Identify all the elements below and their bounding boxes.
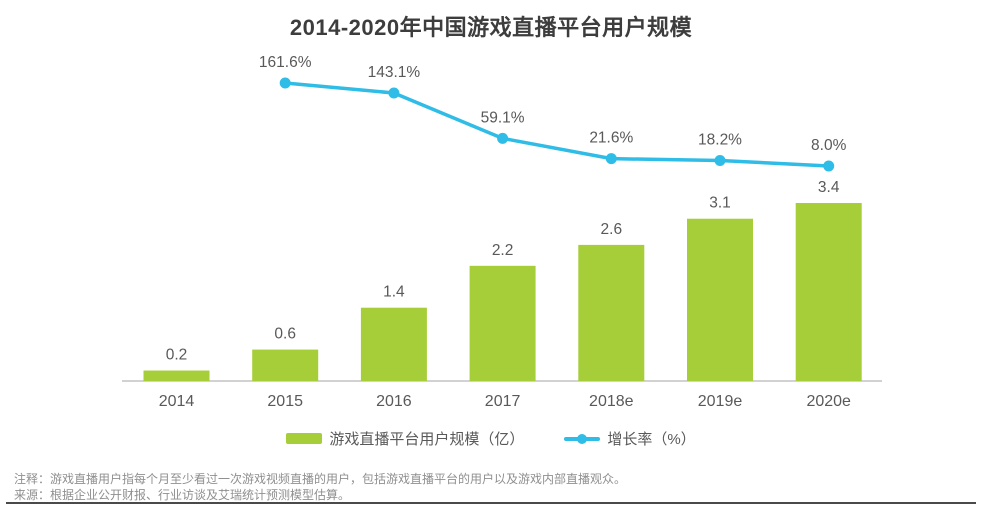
growth-label-2016: 143.1%: [368, 64, 421, 81]
growth-point-2017: [497, 132, 509, 144]
bar-2019e: [687, 218, 753, 381]
line-marker-dot: [577, 433, 588, 444]
x-axis-label-2015: 2015: [267, 393, 303, 410]
legend-label-users: 游戏直播平台用户规模（亿）: [329, 431, 525, 448]
legend-label-growth: 增长率（%）: [607, 431, 696, 448]
bar-2015: [252, 349, 319, 381]
growth-label-2020e: 8.0%: [811, 137, 847, 154]
bar-value-label-2014: 0.2: [166, 347, 188, 364]
bar-value-label-2018e: 2.6: [601, 221, 623, 238]
x-axis-label-2016: 2016: [376, 393, 412, 410]
legend: 游戏直播平台用户规模（亿） 增长率（%）: [0, 428, 982, 449]
x-axis-label-2014: 2014: [159, 393, 195, 410]
bar-2016: [360, 307, 427, 381]
bar-value-label-2020e: 3.4: [818, 179, 840, 196]
growth-point-2015: [279, 77, 291, 89]
growth-point-2019e: [714, 154, 726, 166]
bar-value-label-2017: 2.2: [492, 242, 514, 259]
chart-title: 2014-2020年中国游戏直播平台用户规模: [289, 15, 693, 40]
legend-item-growth: 增长率（%）: [564, 428, 696, 449]
legend-item-users: 游戏直播平台用户规模（亿）: [286, 428, 524, 449]
bottom-rule: [6, 502, 976, 504]
growth-point-2018e: [605, 153, 617, 165]
bar-2014: [143, 370, 210, 381]
growth-label-2019e: 18.2%: [698, 131, 742, 148]
bar-2017: [469, 265, 536, 381]
growth-label-2015: 161.6%: [259, 54, 312, 71]
bar-value-label-2015: 0.6: [274, 326, 296, 343]
x-axis-label-2019e: 2019e: [698, 393, 743, 410]
x-axis-label-2017: 2017: [485, 393, 521, 410]
growth-label-2017: 59.1%: [481, 109, 525, 126]
bar-value-label-2016: 1.4: [383, 284, 405, 301]
growth-rate-line: [283, 81, 831, 168]
note-annotation: 注释：游戏直播用户指每个月至少看过一次游戏视频直播的用户，包括游戏直播平台的用户…: [14, 472, 627, 486]
growth-point-2020e: [823, 160, 835, 172]
line-marker-icon: [564, 433, 601, 445]
bar-value-label-2019e: 3.1: [709, 195, 731, 212]
x-axis-label-2018e: 2018e: [589, 393, 634, 410]
x-axis-label-2020e: 2020e: [806, 393, 851, 410]
growth-point-2016: [388, 87, 400, 99]
growth-label-2018e: 21.6%: [589, 130, 633, 147]
bar-2018e: [578, 244, 645, 381]
note-source: 来源：根据企业公开财报、行业访谈及艾瑞统计预测模型估算。: [14, 488, 351, 502]
bar-2020e: [795, 203, 862, 381]
footer-notes: 注释：游戏直播用户指每个月至少看过一次游戏视频直播的用户，包括游戏直播平台的用户…: [14, 471, 972, 503]
bar-swatch-icon: [286, 433, 323, 444]
